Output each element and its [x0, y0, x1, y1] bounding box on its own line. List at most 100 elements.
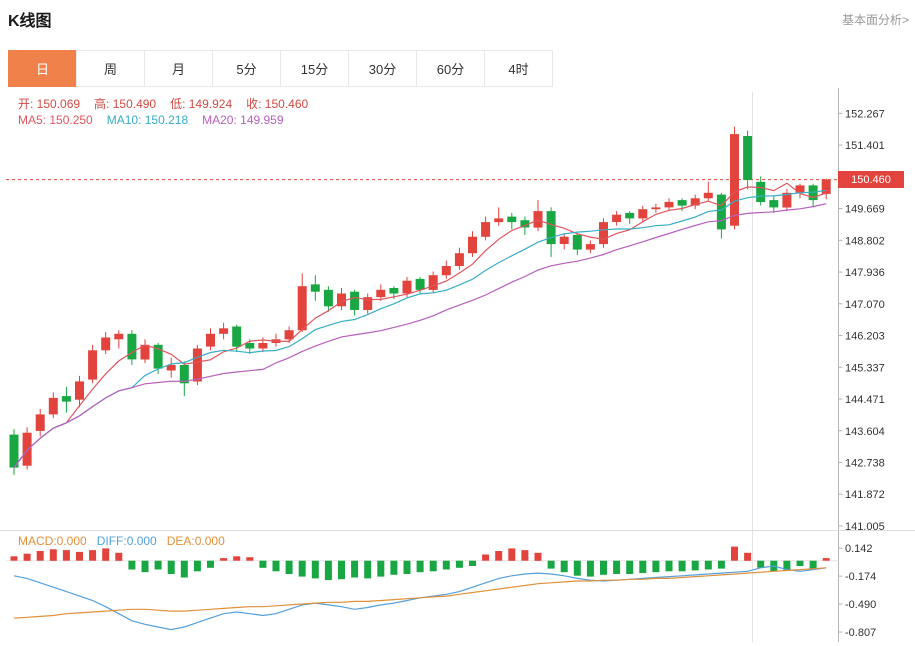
price-axis-label: 149.669	[845, 204, 885, 216]
candle	[468, 231, 477, 257]
ohlc-item-3: 收: 150.460	[246, 97, 309, 111]
last-price-tag: 150.460	[838, 171, 904, 188]
price-axis-label: 148.802	[845, 235, 885, 247]
candle	[35, 408, 45, 437]
macd-bar	[311, 560, 319, 579]
ma-item-1: MA10: 150.218	[106, 113, 189, 127]
macd-bar	[455, 560, 463, 568]
macd-item-1: DIFF:0.000	[96, 534, 157, 548]
macd-bar	[154, 560, 162, 570]
candle	[114, 330, 124, 349]
candle	[75, 375, 84, 408]
macd-bar	[508, 548, 516, 561]
candle	[219, 322, 229, 340]
macd-bar	[573, 560, 581, 576]
macd-bar	[115, 552, 123, 561]
price-axis-label: 145.337	[845, 362, 885, 374]
macd-bar	[49, 549, 57, 561]
candle	[127, 330, 137, 365]
candle	[206, 328, 215, 351]
macd-bar	[547, 560, 555, 569]
candle	[651, 203, 661, 213]
candle	[546, 207, 556, 257]
macd-bar	[757, 560, 765, 568]
candle	[376, 284, 386, 301]
candle	[585, 240, 595, 254]
macd-bar	[626, 560, 634, 574]
candle	[559, 233, 569, 250]
candle	[821, 178, 831, 200]
candle	[22, 427, 32, 470]
ma20-line	[13, 203, 827, 468]
price-axis-label: 151.401	[845, 140, 885, 152]
macd-bar	[324, 560, 332, 581]
macd-bar	[298, 560, 306, 577]
macd-bar	[193, 560, 201, 572]
ohlc-item-0: 开: 150.069	[18, 97, 81, 111]
ohlc-item-1: 高: 150.490	[94, 97, 157, 111]
macd-axis-label: -0.174	[845, 571, 876, 583]
macd-bar	[167, 560, 175, 574]
macd-axis-label: -0.807	[845, 627, 876, 639]
candle	[612, 211, 622, 226]
candle	[48, 392, 58, 419]
macd-bar	[338, 560, 345, 580]
candle	[703, 181, 713, 202]
page-title: K线图	[8, 13, 52, 30]
tab-min30[interactable]: 30分	[348, 50, 417, 87]
candle	[625, 211, 635, 224]
ohlc-readout: 开: 150.069 高: 150.490 低: 149.924 收: 150.460	[18, 95, 308, 112]
tab-month[interactable]: 月	[144, 50, 213, 87]
macd-bar	[809, 560, 817, 569]
tab-hour4[interactable]: 4时	[484, 50, 553, 87]
macd-bar	[351, 560, 359, 578]
macd-bar	[482, 554, 490, 561]
ma5-line	[13, 182, 827, 468]
candle	[284, 326, 294, 343]
candle	[337, 288, 346, 310]
macd-bar	[429, 560, 437, 572]
tab-min60[interactable]: 60分	[416, 50, 485, 87]
candle	[756, 176, 766, 206]
macd-bar	[272, 560, 280, 572]
candle	[297, 273, 307, 332]
price-axis-label: 147.936	[845, 267, 885, 279]
candle	[350, 289, 360, 316]
macd-bar	[10, 556, 18, 561]
fundamental-analysis-link[interactable]: 基本面分析>	[841, 13, 909, 27]
macd-bar	[717, 560, 725, 569]
candle	[428, 271, 438, 294]
macd-bar	[731, 546, 738, 561]
candle	[808, 183, 818, 208]
candle	[782, 189, 792, 212]
macd-bar	[442, 560, 450, 570]
candle	[690, 194, 700, 210]
macd-axis-label: 0.142	[845, 543, 873, 555]
tab-min5[interactable]: 5分	[212, 50, 281, 87]
macd-bar	[495, 551, 503, 561]
candle	[9, 429, 19, 475]
candle	[664, 198, 674, 212]
price-axis-label: 152.267	[845, 108, 885, 120]
macd-bar	[364, 560, 372, 579]
ma10-line	[13, 189, 827, 468]
tab-min15[interactable]: 15分	[280, 50, 349, 87]
price-axis-label: 147.070	[845, 299, 885, 311]
candle	[88, 344, 98, 384]
candle	[61, 386, 71, 413]
price-axis-label: 141.005	[845, 521, 885, 533]
macd-bar	[390, 560, 398, 575]
macd-bar	[822, 558, 830, 561]
candle	[454, 247, 464, 270]
macd-bar	[613, 560, 621, 574]
tab-week[interactable]: 周	[76, 50, 145, 87]
ma-readout: MA5: 150.250 MA10: 150.218 MA20: 149.959	[18, 113, 284, 127]
macd-bar	[704, 560, 712, 570]
macd-bar	[76, 551, 83, 561]
macd-bar	[377, 560, 385, 577]
candle	[271, 333, 281, 347]
macd-item-0: MACD:0.000	[18, 534, 87, 548]
candle	[743, 130, 753, 190]
tab-day[interactable]: 日	[8, 50, 77, 87]
